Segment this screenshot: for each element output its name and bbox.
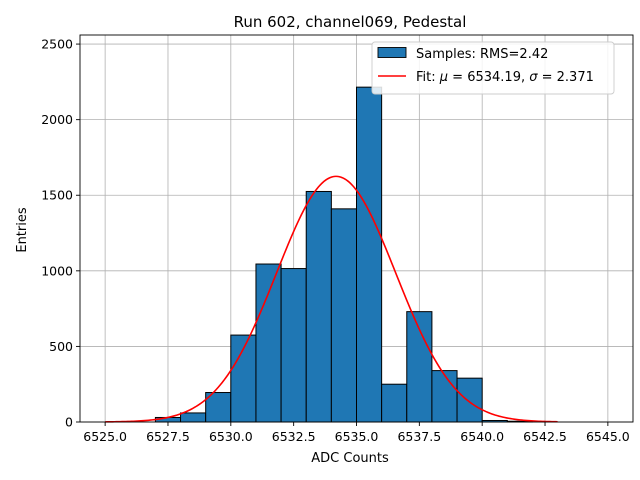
fit-curve [105, 175, 558, 423]
histogram-bar-6 [280, 268, 307, 423]
y-axis-label: Entries [15, 207, 30, 253]
legend-box [371, 41, 615, 95]
x-tick-label: 6540.0 [460, 429, 504, 444]
legend: Samples: RMS=2.42 Fit: μ = 6534.19, σ = … [371, 41, 615, 95]
legend-fit-label: Fit: μ = 6534.19, σ = 2.371 [416, 70, 594, 85]
histogram-bars [154, 86, 533, 423]
histogram-bar-2 [180, 412, 207, 423]
histogram-bar-13 [456, 377, 483, 423]
legend-fit-prefix: Fit: [416, 70, 440, 85]
histogram-bar-7 [305, 190, 332, 423]
y-tick-label: 500 [49, 339, 73, 354]
histogram-bar-5 [255, 263, 282, 423]
y-tick-label: 1000 [41, 263, 73, 278]
y-tick-label: 2500 [41, 37, 73, 52]
x-tick-label: 6532.5 [272, 429, 316, 444]
fit-curve-layer [105, 175, 558, 423]
x-tick-label: 6542.5 [523, 429, 567, 444]
legend-samples-label: Samples: RMS=2.42 [416, 47, 548, 62]
legend-fit-sigma-symbol: σ [529, 70, 538, 85]
x-tick-label: 6545.0 [586, 429, 630, 444]
legend-fit-mu-value: = 6534.19, [448, 70, 529, 85]
x-axis-label: ADC Counts [311, 451, 389, 466]
x-tick-label: 6527.5 [146, 429, 190, 444]
y-axis-ticks: 0 500 1000 1500 2000 2500 [41, 37, 80, 430]
histogram-bar-9 [356, 86, 383, 423]
x-tick-label: 6537.5 [397, 429, 441, 444]
histogram-bar-10 [381, 383, 408, 423]
y-tick-label: 2000 [41, 112, 73, 127]
y-tick-label: 0 [65, 415, 73, 430]
legend-fit-mu-symbol: μ [439, 70, 448, 85]
x-axis-ticks: 6525.0 6527.5 6530.0 6532.5 6535.0 6537.5 6540… [83, 422, 630, 444]
x-tick-label: 6525.0 [83, 429, 127, 444]
chart-title: Run 602, channel069, Pedestal [234, 13, 467, 31]
y-tick-label: 1500 [41, 188, 73, 203]
legend-fit-sigma-value: = 2.371 [537, 70, 593, 85]
x-tick-label: 6530.0 [209, 429, 253, 444]
legend-samples-swatch [377, 47, 407, 58]
histogram-bar-12 [431, 370, 458, 423]
histogram-bar-8 [330, 208, 358, 423]
x-tick-label: 6535.0 [335, 429, 379, 444]
